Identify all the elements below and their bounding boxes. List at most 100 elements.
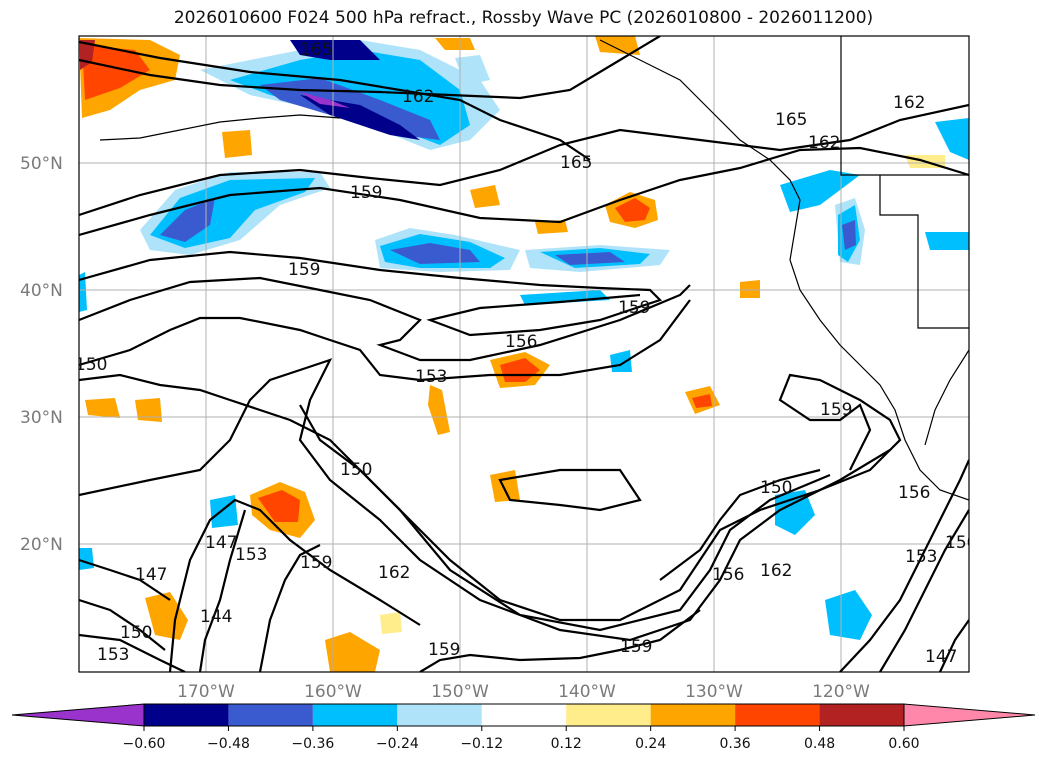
contour-label: 153 bbox=[235, 545, 267, 565]
negative-anomaly-patch bbox=[79, 272, 87, 312]
lat-label: 20°N bbox=[20, 535, 63, 555]
colorbar-bin bbox=[397, 704, 482, 726]
contour-label: 159 bbox=[428, 640, 460, 660]
positive-anomaly-patch bbox=[428, 385, 450, 435]
positive-anomaly-patch bbox=[135, 398, 162, 422]
negative-anomaly-patch bbox=[390, 243, 480, 264]
positive-anomaly-patch bbox=[145, 592, 188, 640]
contour-label: 150 bbox=[340, 460, 372, 480]
colorbar-label: −0.48 bbox=[207, 736, 250, 752]
colorbar-bin bbox=[650, 704, 736, 726]
contour-label: 159 bbox=[350, 183, 382, 203]
contour-label: 162 bbox=[893, 93, 925, 113]
positive-anomaly-patch bbox=[740, 280, 760, 298]
graticule bbox=[79, 36, 969, 672]
contour-label: 156 bbox=[712, 565, 744, 585]
negative-anomaly-patch bbox=[555, 252, 625, 265]
lon-label: 120°W bbox=[812, 682, 870, 702]
colorbar-bin bbox=[144, 704, 229, 726]
positive-anomaly-patch bbox=[325, 632, 380, 672]
contour-label: 156 bbox=[898, 483, 930, 503]
lon-label: 170°W bbox=[177, 682, 235, 702]
contour-label: 162 bbox=[808, 133, 840, 153]
contour-label: 150 bbox=[760, 478, 792, 498]
longitude-labels: 170°W 160°W 150°W 140°W 130°W 120°W bbox=[177, 682, 870, 702]
positive-anomaly-patch bbox=[222, 130, 252, 158]
contour-label: 159 bbox=[620, 637, 652, 657]
colorbar-label: −0.36 bbox=[291, 736, 334, 752]
colorbar-outline bbox=[143, 703, 905, 727]
map-title: 2026010600 F024 500 hPa refract., Rossby… bbox=[173, 8, 874, 28]
contour-label: 162 bbox=[378, 563, 410, 583]
positive-anomaly-patch bbox=[85, 398, 120, 418]
negative-anomaly-patch bbox=[842, 220, 856, 250]
contour-label: 144 bbox=[200, 607, 232, 627]
colorbar-label: 0.36 bbox=[720, 736, 751, 752]
positive-anomaly-patch bbox=[595, 36, 640, 55]
colorbar-bin bbox=[228, 704, 313, 726]
lon-label: 160°W bbox=[304, 682, 362, 702]
colorbar-label: −0.60 bbox=[123, 736, 166, 752]
contour-label: 150 bbox=[945, 533, 977, 553]
colorbar-bin bbox=[819, 704, 904, 726]
contour-layer bbox=[79, 36, 969, 672]
colorbar-bin bbox=[735, 704, 820, 726]
contour-label: 153 bbox=[97, 645, 129, 665]
colorbar-extend-min bbox=[11, 703, 145, 727]
contour-label: 147 bbox=[135, 565, 167, 585]
negative-anomaly-patch bbox=[825, 590, 872, 640]
colorbar-bin bbox=[481, 704, 567, 726]
positive-anomaly-patch bbox=[380, 612, 402, 634]
colorbar-bin bbox=[566, 704, 651, 726]
negative-anomaly-patch bbox=[925, 232, 969, 250]
colorbar-label: −0.12 bbox=[460, 736, 503, 752]
positive-anomaly-patch bbox=[490, 470, 520, 502]
colorbar-label: 0.60 bbox=[888, 736, 919, 752]
contour-labels: 165 162 165 165 162 162 159 159 159 156 … bbox=[75, 40, 977, 667]
positive-anomaly-patch bbox=[692, 394, 712, 408]
contour-label: 156 bbox=[505, 332, 537, 352]
colorbar-label: 0.24 bbox=[635, 736, 666, 752]
colorbar-extend-max bbox=[903, 703, 1036, 727]
contour-label: 150 bbox=[120, 623, 152, 643]
negative-anomaly-patch bbox=[290, 40, 380, 60]
contour-label: 150 bbox=[75, 355, 107, 375]
contour-label: 159 bbox=[300, 553, 332, 573]
lat-label: 30°N bbox=[20, 408, 63, 428]
colorbar-label: 0.48 bbox=[804, 736, 835, 752]
colorbar-label: 0.12 bbox=[551, 736, 582, 752]
contour-label: 159 bbox=[618, 298, 650, 318]
lon-label: 140°W bbox=[558, 682, 616, 702]
colorbar: −0.60 −0.48 −0.36 −0.24 −0.12 0.12 0.24 0.36 0.4… bbox=[11, 703, 1036, 752]
lon-label: 150°W bbox=[431, 682, 489, 702]
positive-anomaly-patch bbox=[258, 490, 300, 522]
lat-label: 50°N bbox=[20, 154, 63, 174]
contour-label: 162 bbox=[402, 87, 434, 107]
contour-label: 165 bbox=[300, 40, 332, 60]
map-frame bbox=[78, 35, 970, 673]
negative-anomaly-patch bbox=[300, 95, 420, 140]
coastline bbox=[99, 36, 969, 501]
positive-anomaly-patch bbox=[470, 185, 500, 208]
contour-label: 159 bbox=[288, 260, 320, 280]
lon-label: 130°W bbox=[685, 682, 743, 702]
contour-label: 153 bbox=[905, 547, 937, 567]
contour-label: 159 bbox=[820, 400, 852, 420]
latitude-labels: 50°N 40°N 30°N 20°N bbox=[20, 154, 63, 555]
contour-label: 153 bbox=[415, 367, 447, 387]
negative-anomaly-patch bbox=[160, 198, 215, 242]
positive-anomaly-patch bbox=[615, 198, 650, 222]
colorbar-bin bbox=[312, 704, 398, 726]
contour-label: 165 bbox=[775, 110, 807, 130]
contour-label: 162 bbox=[760, 561, 792, 581]
negative-anomaly-patch bbox=[300, 92, 350, 108]
colorbar-label: −0.24 bbox=[376, 736, 419, 752]
lat-label: 40°N bbox=[20, 281, 63, 301]
negative-anomaly-patch bbox=[455, 55, 490, 85]
contour-label: 147 bbox=[925, 647, 957, 667]
positive-anomaly-patch bbox=[435, 38, 475, 50]
contour-label: 165 bbox=[560, 153, 592, 173]
positive-anomaly-patch bbox=[535, 220, 568, 234]
negative-anomaly-patch bbox=[935, 118, 969, 160]
